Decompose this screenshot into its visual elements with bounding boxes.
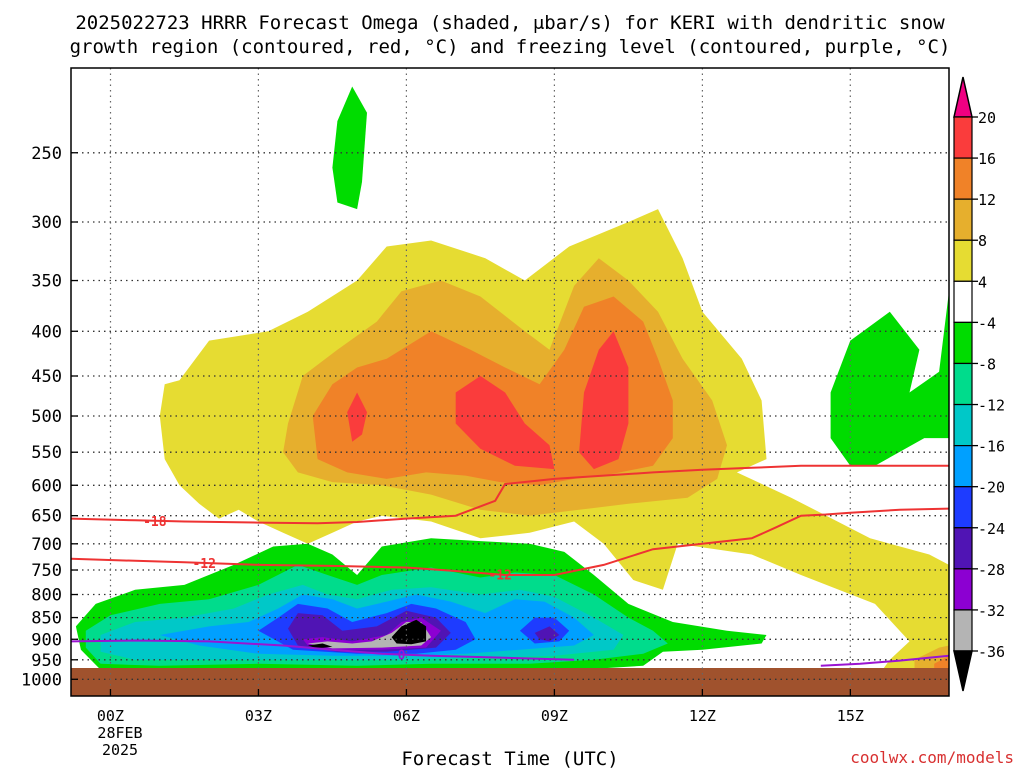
colorbar-bin-1 xyxy=(953,116,973,159)
colorbar-label-7: -12 xyxy=(978,397,1005,415)
plot-frame xyxy=(70,67,950,697)
colorbar-label-0: 20 xyxy=(978,109,996,127)
x-tick-label-03Z: 03Z xyxy=(245,707,272,725)
omega-region-4 xyxy=(347,392,367,442)
x-tick-label-00Z: 00Z xyxy=(97,707,124,725)
colorbar-label-12: -32 xyxy=(978,602,1005,620)
omega-shading xyxy=(75,86,949,674)
colorbar-label-2: 12 xyxy=(978,191,996,209)
omega-region-5 xyxy=(455,376,555,470)
y-tick-label-300: 300 xyxy=(31,213,62,233)
x-axis-time-labels: 00Z 03Z 06Z 09Z 12Z 15Z xyxy=(97,689,864,725)
y-tick-label-800: 800 xyxy=(31,586,62,606)
temperature-contours: -18 -12 -12 0 xyxy=(71,464,949,667)
y-tick-label-1000: 1000 xyxy=(21,670,62,690)
colorbar-bottom-arrow xyxy=(953,650,973,692)
colorbar-bin-13 xyxy=(953,609,973,652)
contour-line-0 xyxy=(71,464,949,525)
colorbar-bin-10 xyxy=(953,486,973,529)
omega-region-7 xyxy=(332,86,367,210)
omega-region-16 xyxy=(534,626,560,642)
colorbar-label-5: -4 xyxy=(978,314,996,332)
omega-region-19 xyxy=(391,619,427,645)
colorbar-bin-2 xyxy=(953,157,973,200)
y-tick-label-750: 750 xyxy=(31,561,62,581)
y-tick-label-950: 950 xyxy=(31,651,62,671)
colorbar-label-9: -20 xyxy=(978,479,1005,497)
colorbar-label-4: 4 xyxy=(978,273,987,291)
colorbar-label-13: -36 xyxy=(978,643,1005,661)
colorbar-bin-7 xyxy=(953,362,973,406)
y-tick-label-400: 400 xyxy=(31,322,62,342)
contour-label-1: -12 xyxy=(192,557,215,572)
y-tick-label-900: 900 xyxy=(31,630,62,650)
colorbar-label-1: 16 xyxy=(978,150,996,168)
y-tick-label-500: 500 xyxy=(31,407,62,427)
colorbar-label-10: -24 xyxy=(978,520,1005,538)
contour-label-3: 0 xyxy=(398,649,406,664)
y-axis-pressure-labels: 2503003504004505005506006507007508008509… xyxy=(21,144,78,690)
y-tick-label-650: 650 xyxy=(31,507,62,527)
date-label-year: 2025 xyxy=(102,741,138,759)
y-tick-label-700: 700 xyxy=(31,535,62,555)
colorbar-bin-6 xyxy=(953,321,973,365)
colorbar-label-11: -28 xyxy=(978,561,1005,579)
colorbar-label-3: 8 xyxy=(978,232,987,250)
colorbar-label-6: -8 xyxy=(978,355,996,373)
colorbar-bin-11 xyxy=(953,527,973,570)
x-axis-title: Forecast Time (UTC) xyxy=(401,748,618,768)
x-tick-label-12Z: 12Z xyxy=(689,707,716,725)
x-tick-label-15Z: 15Z xyxy=(837,707,864,725)
contour-line-3 xyxy=(71,639,575,661)
contour-label-2: -12 xyxy=(488,569,511,584)
chart-title-line2: growth region (contoured, red, °C) and f… xyxy=(70,36,951,58)
colorbar-bin-8 xyxy=(953,403,973,447)
colorbar-bin-5 xyxy=(953,280,973,323)
y-tick-label-850: 850 xyxy=(31,609,62,629)
contour-label-0: -18 xyxy=(143,515,167,530)
x-tick-label-06Z: 06Z xyxy=(393,707,420,725)
x-tick-label-09Z: 09Z xyxy=(541,707,568,725)
omega-region-6 xyxy=(579,331,629,470)
colorbar-bin-9 xyxy=(953,445,973,488)
colorbar-bin-3 xyxy=(953,198,973,241)
y-tick-label-600: 600 xyxy=(31,476,62,496)
y-tick-label-250: 250 xyxy=(31,144,62,164)
y-tick-label-550: 550 xyxy=(31,443,62,463)
y-tick-label-450: 450 xyxy=(31,367,62,387)
y-tick-label-350: 350 xyxy=(31,272,62,292)
colorbar-label-8: -16 xyxy=(978,438,1005,456)
chart-title-line1: 2025022723 HRRR Forecast Omega (shaded, … xyxy=(75,12,945,34)
date-label-day: 28FEB xyxy=(97,724,142,742)
contour-line-4 xyxy=(820,654,949,667)
credit-text: coolwx.com/models xyxy=(850,748,1014,767)
ground-surface xyxy=(71,668,949,696)
omega-colorbar: 20 16 12 8 4 -4 -8 -12 -16 -20 -24 -28 -32 -36 xyxy=(953,76,1005,692)
colorbar-bin-12 xyxy=(953,568,973,611)
omega-region-8 xyxy=(830,291,949,466)
gridlines xyxy=(71,68,949,696)
contour-line-1 xyxy=(71,507,949,576)
omega-region-22 xyxy=(934,655,949,670)
colorbar-top-arrow xyxy=(953,76,973,118)
colorbar-bin-4 xyxy=(953,239,973,282)
